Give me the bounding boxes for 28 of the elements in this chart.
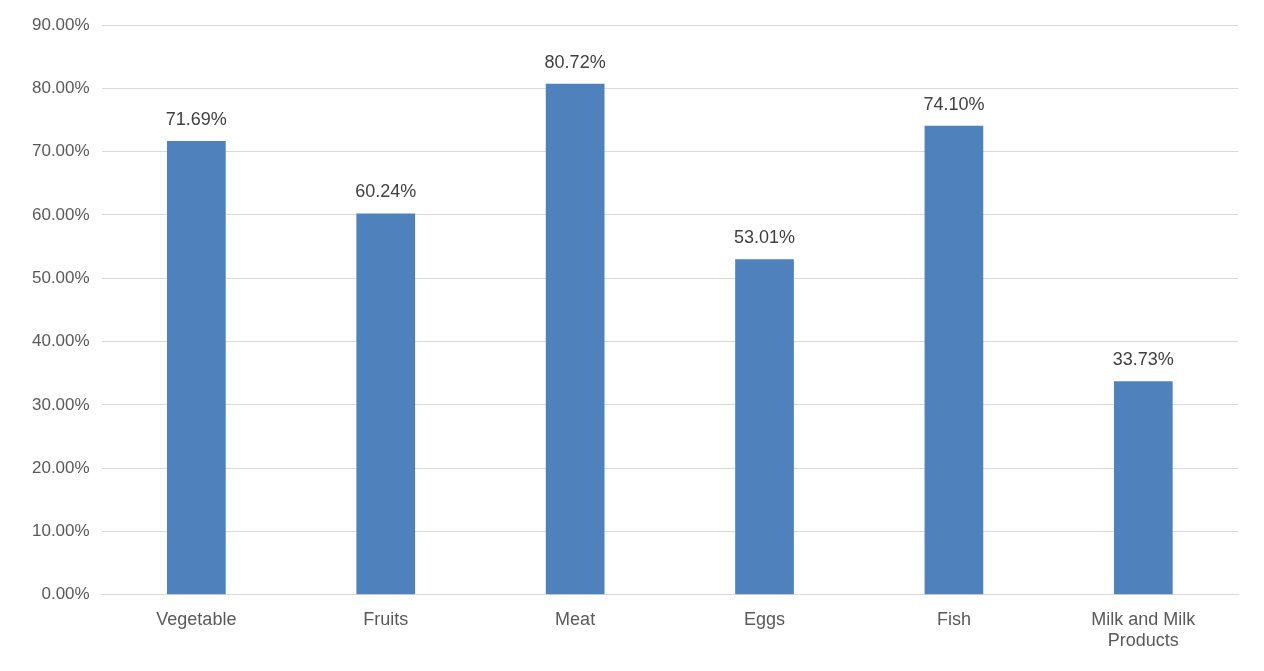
x-tick-label: Vegetable bbox=[156, 608, 237, 629]
y-tick-label: 0.00% bbox=[41, 584, 90, 604]
y-tick-label: 30.00% bbox=[31, 394, 90, 414]
y-tick-label: 40.00% bbox=[31, 331, 90, 351]
data-label: 53.01% bbox=[733, 227, 796, 248]
bar bbox=[735, 259, 794, 595]
bar bbox=[1113, 381, 1173, 595]
y-tick-label: 50.00% bbox=[31, 267, 90, 287]
data-label: 60.24% bbox=[355, 181, 417, 202]
y-tick-label: 60.00% bbox=[31, 204, 90, 224]
y-tick-label: 10.00% bbox=[31, 521, 90, 541]
data-label: 80.72% bbox=[544, 51, 606, 72]
bar bbox=[167, 140, 226, 595]
y-tick-label: 20.00% bbox=[31, 457, 90, 477]
x-tick-label: Fruits bbox=[363, 608, 409, 629]
y-tick-label: 70.00% bbox=[31, 141, 90, 161]
bar bbox=[924, 125, 984, 595]
x-tick-label: Fish bbox=[936, 608, 971, 629]
x-tick-label: Milk and Milk Products bbox=[1091, 608, 1197, 651]
x-tick-label: Eggs bbox=[744, 608, 786, 629]
x-tick-label: Meat bbox=[555, 608, 596, 629]
data-label: 71.69% bbox=[165, 108, 227, 129]
bar bbox=[545, 83, 605, 595]
bar bbox=[356, 213, 416, 595]
y-tick-label: 90.00% bbox=[31, 14, 90, 34]
y-tick-label: 80.00% bbox=[31, 78, 90, 97]
data-label: 33.73% bbox=[1112, 349, 1174, 370]
data-label: 74.10% bbox=[923, 93, 985, 114]
